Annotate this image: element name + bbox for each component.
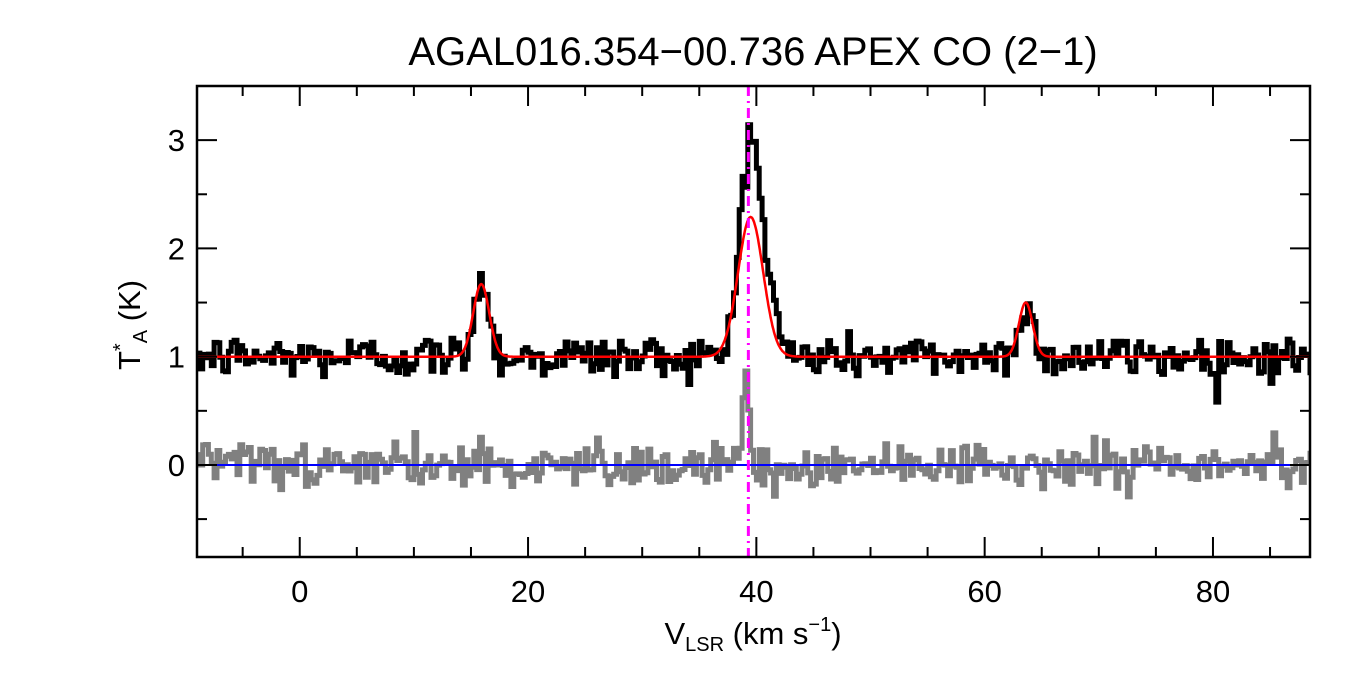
x-tick-label: 40: [739, 574, 773, 609]
y-axis-label: T*A (K): [110, 280, 152, 370]
x-label-end: ): [831, 616, 841, 651]
y-label-rest: (K): [112, 280, 147, 330]
x-tick-label: 0: [291, 574, 308, 609]
y-tick-label: 2: [168, 231, 185, 266]
x-tick-label: 60: [967, 574, 1001, 609]
x-label-rest: (km s: [724, 616, 808, 651]
x-label-sup: −1: [808, 614, 831, 636]
y-tick-label: 1: [168, 340, 185, 375]
y-label-main: T: [112, 351, 147, 370]
observed-spectrum-line: [197, 122, 1310, 405]
x-label-sub: LSR: [685, 634, 724, 656]
y-label-sup: *: [110, 343, 132, 351]
x-axis-label: VLSR (km s−1): [664, 614, 841, 656]
x-label-main: V: [664, 616, 685, 651]
plot-frame: [195, 84, 1312, 559]
chart-title: AGAL016.354−00.736 APEX CO (2−1): [408, 30, 1097, 74]
residual-line: [197, 368, 1310, 500]
y-tick-label: 0: [168, 448, 185, 483]
x-tick-label: 80: [1196, 574, 1230, 609]
axes: 0 20 40 60 80 0 1 2 3: [168, 84, 1312, 609]
plot-area: [197, 86, 1310, 557]
gaussian-fit-line: [197, 215, 1310, 358]
x-tick-label: 20: [511, 574, 545, 609]
y-tick-label: 3: [168, 123, 185, 158]
y-label-sub: A: [130, 329, 152, 343]
